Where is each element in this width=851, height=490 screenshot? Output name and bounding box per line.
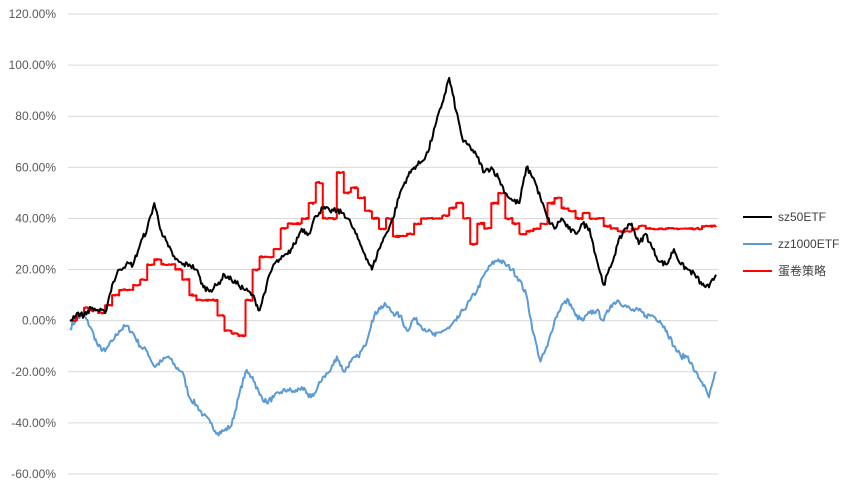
y-tick-label: -40.00%: [11, 416, 56, 430]
series-line-sz50ETF-0: [69, 76, 717, 322]
series-line-zz1000ETF-1: [69, 258, 717, 437]
y-axis-tick-labels: 120.00% 100.00% 80.00% 60.00% 40.00% 20.00% 0.…: [9, 7, 57, 481]
y-tick-label: 80.00%: [15, 109, 56, 123]
legend-label: zz1000ETF: [778, 237, 839, 251]
legend-label: sz50ETF: [778, 210, 826, 224]
legend: sz50ETF zz1000ETF 蛋卷策略: [743, 210, 839, 278]
series-lines: [69, 76, 717, 437]
grid-lines: [68, 13, 718, 475]
y-tick-label: -20.00%: [11, 365, 56, 379]
series-line--2: [70, 171, 717, 338]
y-tick-label: 20.00%: [15, 263, 56, 277]
y-tick-label: 60.00%: [15, 160, 56, 174]
y-tick-label: 120.00%: [9, 7, 57, 21]
y-tick-label: 40.00%: [15, 211, 56, 225]
y-tick-label: 100.00%: [9, 58, 57, 72]
legend-label: 蛋卷策略: [778, 263, 826, 278]
y-tick-label: -60.00%: [11, 467, 56, 481]
y-tick-label: 0.00%: [22, 314, 56, 328]
